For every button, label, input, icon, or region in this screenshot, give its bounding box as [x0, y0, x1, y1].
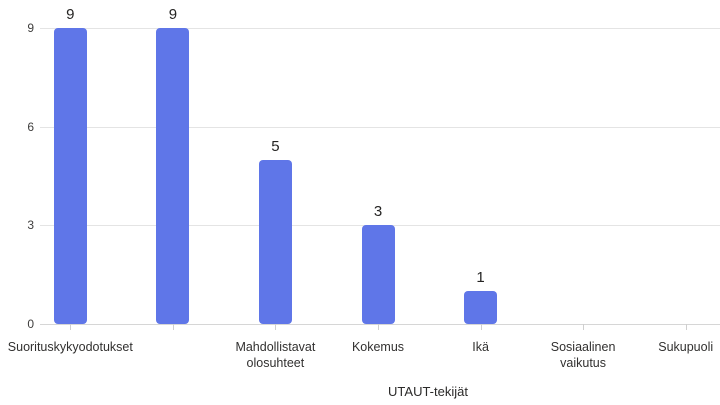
x-axis-tick-mark [480, 324, 482, 330]
x-axis-line [40, 324, 720, 325]
x-axis-tick-mark [275, 324, 277, 330]
x-axis-tick-mark [685, 324, 687, 330]
x-axis-tick-mark [70, 324, 72, 330]
y-axis-tick-label: 0 [27, 317, 34, 331]
y-axis-tick-label: 6 [27, 120, 34, 134]
bar[interactable] [464, 291, 498, 324]
bar-value-label: 9 [168, 6, 178, 23]
bar-value-label: 3 [373, 203, 383, 221]
y-axis-tick-label: 3 [27, 218, 34, 232]
x-axis-tick-label: Suorituskykyodotukset [7, 340, 133, 354]
x-axis-title: UTAUT-tekijät [388, 384, 468, 399]
x-axis-tick-label: Sosiaalinen vaikutus [550, 340, 616, 370]
bar[interactable] [53, 28, 87, 324]
x-axis-tick-mark [583, 324, 585, 330]
x-axis-tick-label: Kokemus [351, 340, 405, 354]
x-axis-tick-label: Mahdollistavat olosuhteet [235, 340, 316, 370]
x-axis-tick-mark [172, 324, 174, 330]
bar[interactable] [258, 159, 292, 324]
gridline [40, 127, 720, 128]
x-axis-tick-label: Ikä [472, 340, 489, 354]
bar[interactable] [361, 225, 395, 324]
x-axis-tick-label: Sukupuoli [658, 340, 714, 354]
bar-value-label: 9 [66, 6, 75, 23]
bar-value-label: 1 [476, 269, 485, 287]
bar-value-label: 5 [271, 137, 280, 155]
gridline [40, 28, 720, 29]
y-axis-tick-label: 9 [27, 21, 34, 35]
bar[interactable] [156, 28, 190, 324]
x-axis-tick-mark [378, 324, 379, 330]
